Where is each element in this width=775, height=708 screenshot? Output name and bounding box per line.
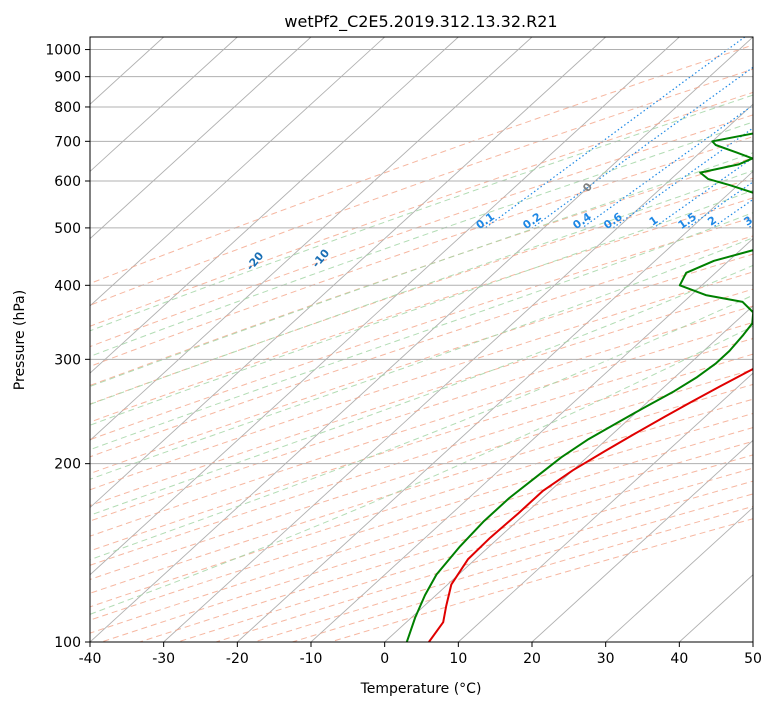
- dry-adiabat-line: [90, 177, 753, 405]
- dry-adiabat-label: -30: [66, 295, 89, 319]
- isotherm-line: [90, 37, 533, 441]
- temperature-profile-line: [428, 367, 753, 642]
- mixing-ratio-label: 0.6: [601, 210, 625, 232]
- isotherm-line: [310, 238, 753, 642]
- isotherm-line: [90, 37, 680, 576]
- mixing-ratio-line: [581, 104, 753, 229]
- dry-adiabat-line: [90, 91, 753, 327]
- mixing-ratio-label: 0.4: [570, 210, 594, 232]
- mixing-ratio-label: 3: [741, 213, 755, 228]
- y-tick-label: 800: [54, 100, 81, 116]
- dry-adiabat-line: [254, 493, 753, 642]
- x-tick-label: 10: [449, 651, 467, 667]
- dry-adiabat-line: [90, 44, 753, 285]
- y-axis-label: Pressure (hPa): [12, 290, 28, 390]
- mixing-ratio-line: [687, 181, 753, 229]
- dry-adiabat-line: [90, 305, 753, 522]
- mixing-ratio-line: [531, 66, 753, 229]
- mixing-ratio-label: 0.2: [520, 210, 543, 232]
- mixing-ratio-line: [484, 37, 746, 229]
- mixing-ratio-label: 1: [647, 214, 661, 229]
- dry-adiabat-line: [90, 321, 753, 537]
- dry-adiabat-line: [90, 353, 753, 566]
- moist-adiabat-line: [90, 294, 753, 561]
- isotherm-line: [90, 37, 385, 307]
- isotherm-line: [384, 305, 753, 642]
- x-tick-label: 30: [597, 651, 615, 667]
- dry-adiabat-label: -10: [309, 246, 332, 270]
- dry-adiabat-line: [90, 68, 753, 306]
- dry-adiabat-label: -20: [244, 249, 267, 273]
- moist-adiabat-line: [90, 152, 753, 388]
- x-tick-label: 50: [744, 651, 762, 667]
- x-tick-label: 20: [523, 651, 541, 667]
- x-tick-label: -10: [300, 651, 323, 667]
- dry-adiabat-line: [90, 114, 753, 348]
- dry-adiabat-line: [139, 454, 753, 642]
- x-tick-label: 40: [670, 651, 688, 667]
- y-tick-label: 700: [54, 134, 81, 150]
- x-tick-label: 0: [380, 651, 389, 667]
- background-lines: [90, 37, 753, 642]
- isotherm-line: [458, 372, 753, 642]
- y-tick-label: 300: [54, 352, 81, 368]
- dry-adiabat-line: [292, 505, 753, 642]
- y-tick-label: 100: [54, 635, 81, 651]
- chart-title: wetPf2_C2E5.2019.312.13.32.R21: [284, 12, 557, 32]
- y-tick-label: 400: [54, 278, 81, 294]
- mixing-ratio-line: [612, 127, 753, 229]
- dry-adiabat-line: [90, 216, 753, 441]
- dry-adiabat-line: [330, 518, 753, 642]
- isotherm-line: [531, 439, 753, 642]
- y-tick-label: 1000: [45, 43, 81, 59]
- series-lines: [405, 132, 753, 642]
- y-tick-label: 500: [54, 221, 81, 237]
- x-axis: -40 -30 -20 -10 0 10 20 30 40 50: [79, 642, 762, 667]
- mixing-ratio-label: 1.5: [676, 210, 699, 232]
- isotherm-line: [90, 37, 606, 509]
- y-tick-label: 600: [54, 174, 81, 190]
- dry-adiabat-line: [90, 271, 753, 491]
- dewpoint-profile-line: [405, 132, 753, 642]
- moist-adiabat-line: [90, 264, 753, 516]
- isotherm-line: [90, 37, 459, 374]
- plot-frame: [89, 36, 754, 643]
- isotherm-line: [163, 103, 753, 642]
- x-tick-label: -40: [79, 651, 102, 667]
- dry-adiabat-line: [90, 369, 753, 580]
- dry-adiabat-line: [101, 440, 753, 642]
- moist-adiabat-line: [90, 121, 753, 357]
- x-axis-label: Temperature (°C): [360, 681, 482, 697]
- mixing-ratio-line: [747, 223, 753, 229]
- y-axis: 100 200 300 400 500 600 700 800 900 1000: [45, 43, 90, 651]
- y-tick-label: 200: [54, 457, 81, 473]
- isotherm-line: [90, 37, 312, 240]
- mixing-ratio-line: [653, 157, 753, 229]
- moist-adiabat-line: [90, 212, 753, 451]
- moist-adiabat-line: [90, 325, 753, 615]
- isotherm-line: [90, 37, 753, 642]
- x-tick-label: -30: [152, 651, 175, 667]
- isotherm-line: [605, 506, 753, 642]
- mixing-ratio-label: 0.1: [474, 210, 497, 232]
- y-tick-label: 900: [54, 70, 81, 86]
- x-tick-label: -20: [226, 651, 249, 667]
- isotherm-line: [752, 641, 753, 642]
- isotherm-line: [90, 37, 238, 173]
- dry-adiabat-line: [90, 427, 753, 634]
- isotherm-line: [237, 170, 753, 642]
- mixing-ratio-label: 4: [768, 213, 775, 228]
